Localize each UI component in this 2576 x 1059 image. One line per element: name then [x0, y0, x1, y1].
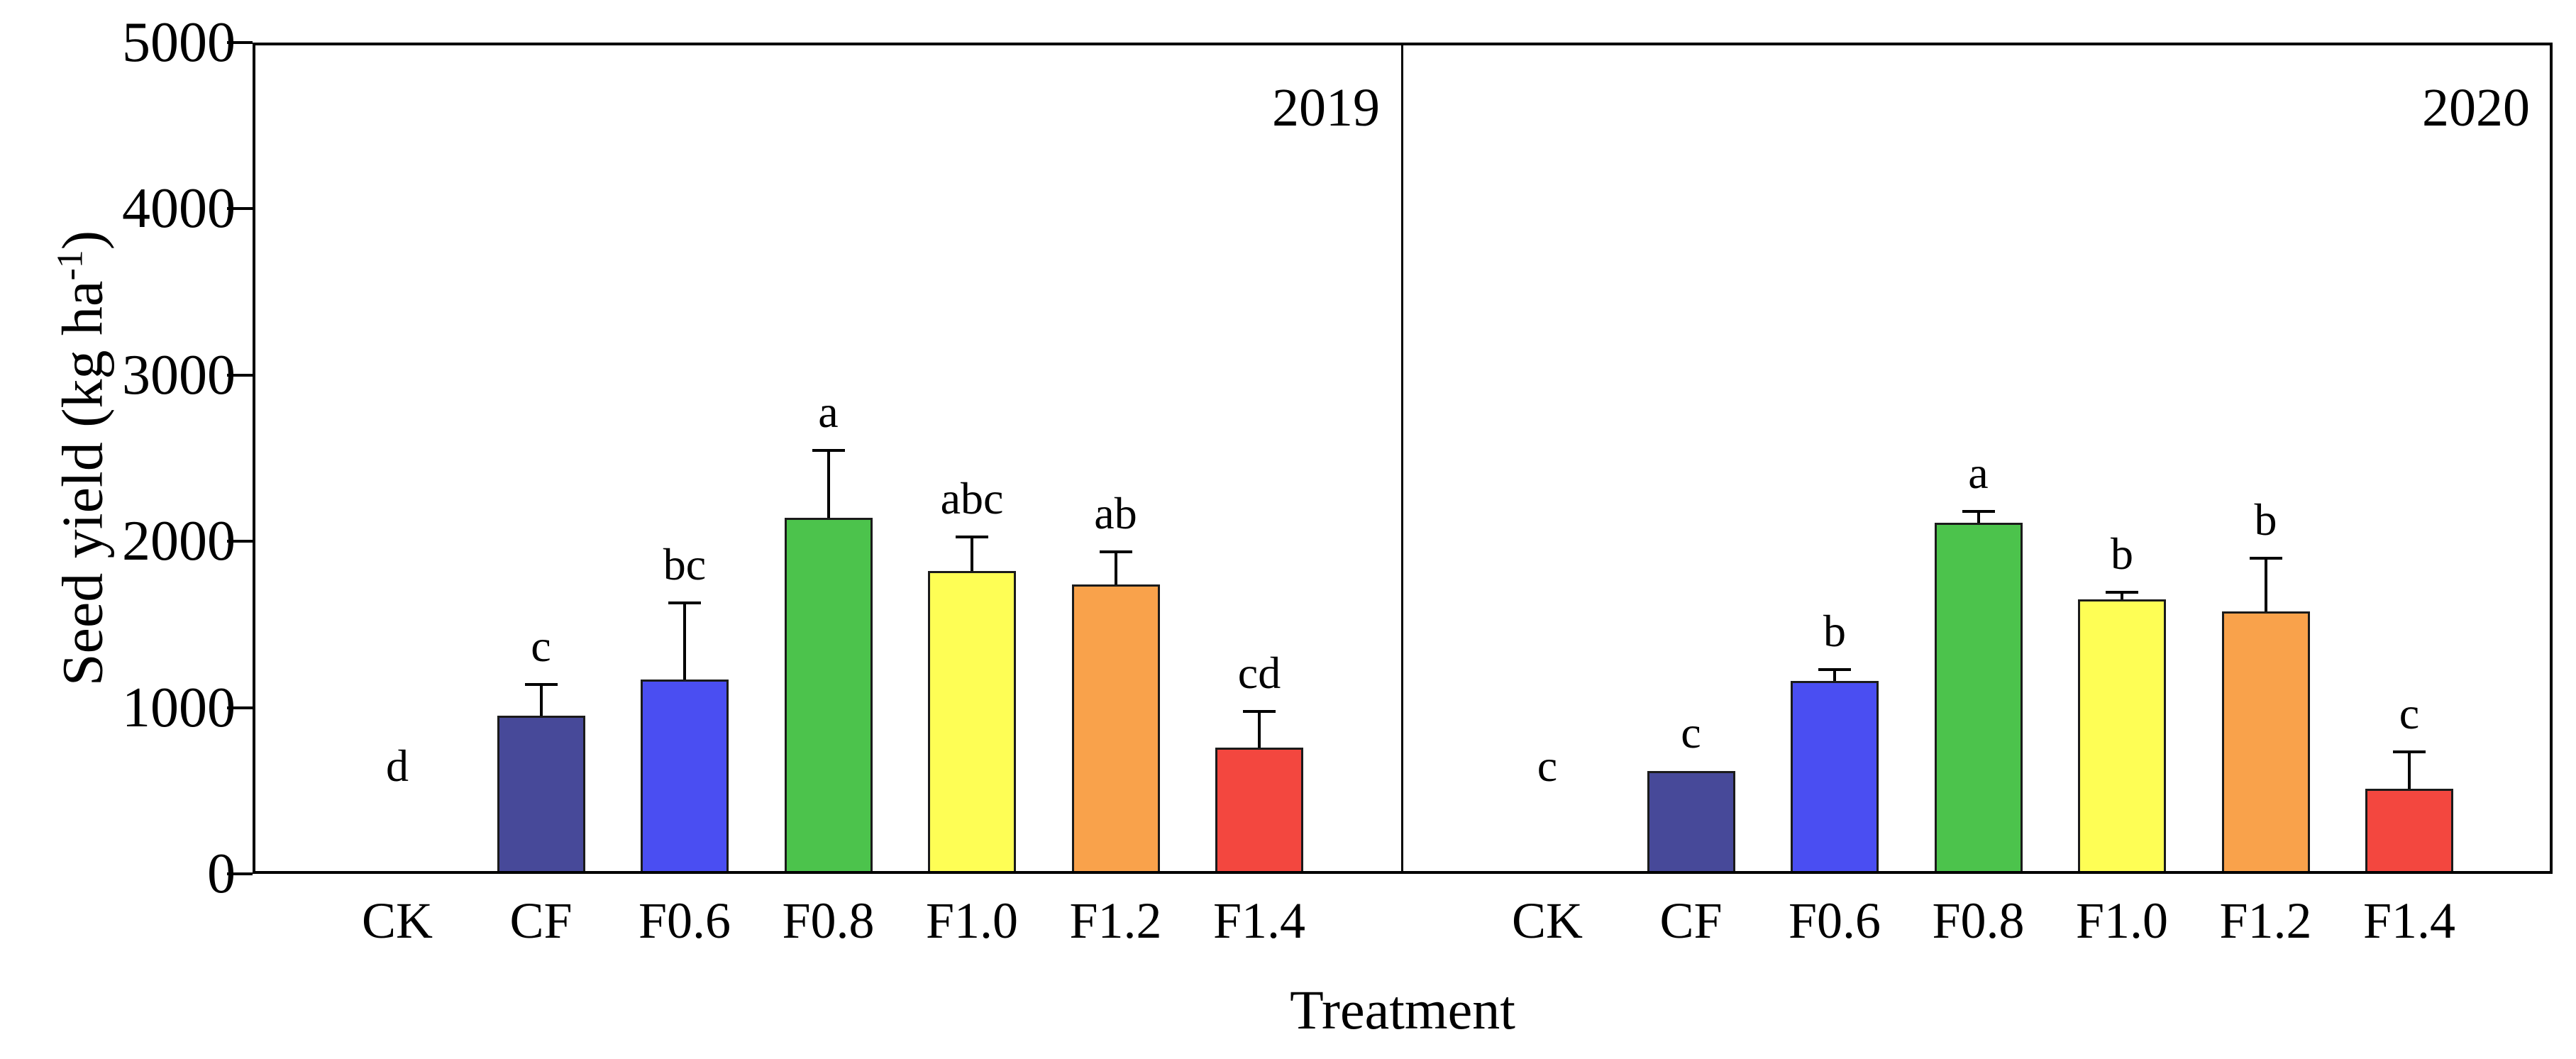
- y-tick-mark: [227, 41, 253, 44]
- y-tick-mark: [227, 373, 253, 377]
- significance-letter: cd: [1237, 648, 1281, 699]
- error-bar-line: [2408, 751, 2411, 789]
- x-category-label: F1.0: [2075, 892, 2169, 949]
- bar-cf: [1647, 770, 1735, 871]
- error-bar-cap: [1962, 510, 1995, 513]
- bar-f0.8: [784, 518, 873, 871]
- error-bar-line: [683, 602, 686, 680]
- significance-letter: b: [2111, 528, 2133, 579]
- x-category-label: F0.8: [782, 892, 875, 949]
- y-tick-label: 0: [207, 843, 236, 905]
- y-tick-label: 2000: [122, 510, 236, 573]
- error-bar-line: [971, 537, 973, 572]
- error-bar-line: [1114, 552, 1117, 585]
- error-bar-line: [539, 684, 543, 716]
- error-bar-cap: [812, 449, 845, 453]
- x-category-label: F1.2: [1069, 892, 1162, 949]
- x-category-label: F0.6: [638, 892, 731, 949]
- error-bar-line: [1833, 669, 1836, 682]
- error-bar-cap: [2106, 590, 2138, 594]
- y-axis-title-superscript: -1: [50, 250, 91, 281]
- x-category-label: F0.6: [1788, 892, 1881, 949]
- bar-f0.8: [1934, 523, 2023, 871]
- x-category-label: F1.4: [2362, 892, 2456, 949]
- significance-letter: bc: [663, 538, 707, 589]
- significance-letter: b: [2254, 494, 2277, 545]
- error-bar-line: [2264, 558, 2267, 611]
- significance-letter: c: [2399, 687, 2420, 738]
- bar-cf: [497, 716, 585, 871]
- bar-f1.4: [2365, 789, 2453, 871]
- significance-letter: abc: [940, 473, 1004, 524]
- error-bar-line: [1977, 511, 1980, 523]
- error-bar-cap: [524, 682, 558, 686]
- significance-letter: c: [1537, 740, 1558, 791]
- bar-f0.6: [1791, 681, 1879, 871]
- x-category-label: F0.8: [1932, 892, 2025, 949]
- y-tick-mark: [227, 207, 253, 211]
- error-bar-line: [1258, 711, 1261, 748]
- error-bar-cap: [2393, 750, 2426, 753]
- significance-letter: a: [1968, 448, 1989, 498]
- x-category-label: F1.4: [1212, 892, 1306, 949]
- error-bar-line: [2121, 592, 2123, 600]
- error-bar-cap: [956, 536, 988, 539]
- significance-letter: d: [386, 740, 409, 791]
- significance-letter: ab: [1094, 488, 1137, 539]
- bar-f1.4: [1215, 747, 1303, 871]
- significance-letter: b: [1823, 605, 1846, 656]
- y-tick-label: 5000: [122, 11, 236, 74]
- significance-letter: c: [1681, 706, 1701, 758]
- x-category-label: CF: [1659, 892, 1723, 949]
- y-axis-title-text: Seed yield (kg ha: [50, 280, 115, 687]
- panel-year-label: 2020: [2422, 78, 2530, 138]
- error-bar-line: [827, 450, 830, 519]
- bar-f1.0: [928, 571, 1016, 871]
- panel-year-label: 2019: [1272, 78, 1380, 138]
- x-axis-title: Treatment: [1290, 979, 1515, 1041]
- bar-f1.2: [2221, 611, 2310, 871]
- significance-letter: c: [531, 620, 551, 671]
- y-tick-mark: [227, 872, 253, 875]
- y-tick-label: 4000: [122, 177, 236, 240]
- bar-f1.2: [1071, 584, 1160, 871]
- panel-divider: [1401, 43, 1403, 874]
- y-tick-label: 3000: [122, 343, 236, 406]
- x-category-label: F1.0: [925, 892, 1019, 949]
- x-category-label: CF: [509, 892, 573, 949]
- y-axis-title: Seed yield (kg ha-1): [40, 231, 115, 687]
- x-category-label: CK: [361, 892, 433, 949]
- error-bar-cap: [668, 601, 701, 604]
- x-category-label: CK: [1511, 892, 1583, 949]
- error-bar-cap: [1099, 550, 1132, 554]
- error-bar-cap: [1818, 667, 1851, 671]
- significance-letter: a: [818, 387, 839, 438]
- bar-f1.0: [2078, 599, 2166, 871]
- bar-f0.6: [641, 679, 729, 871]
- y-tick-label: 1000: [122, 676, 236, 739]
- x-category-label: F1.2: [2219, 892, 2312, 949]
- y-tick-mark: [227, 540, 253, 543]
- error-bar-cap: [1243, 710, 1276, 714]
- y-tick-mark: [227, 706, 253, 709]
- error-bar-cap: [2249, 556, 2282, 560]
